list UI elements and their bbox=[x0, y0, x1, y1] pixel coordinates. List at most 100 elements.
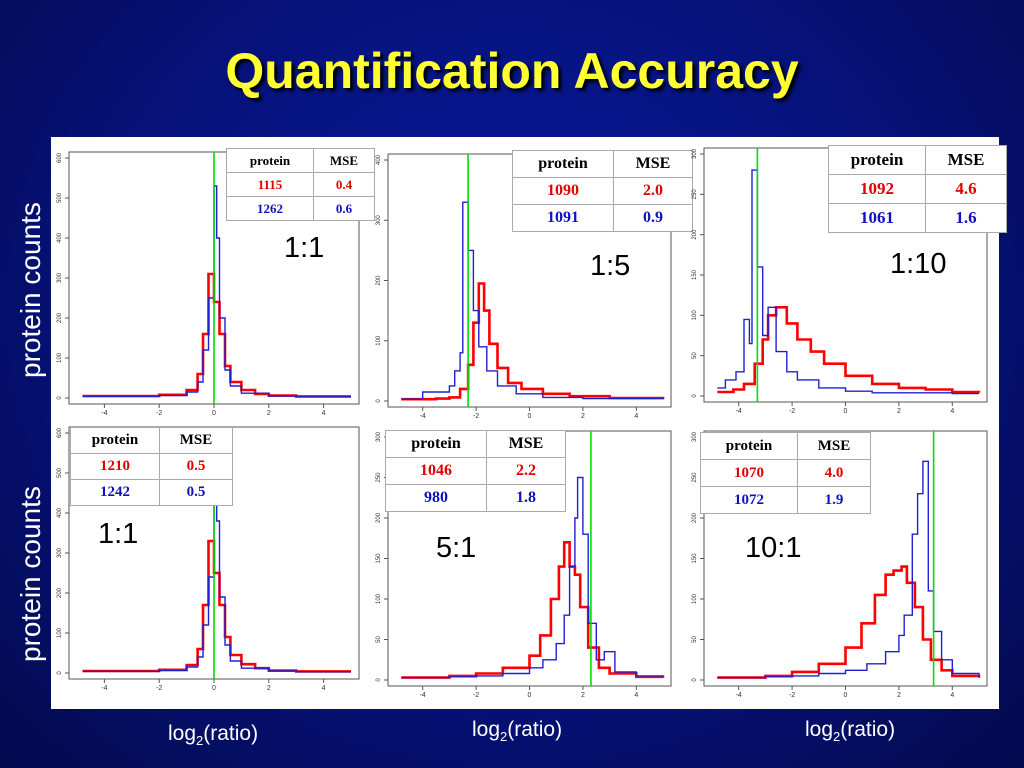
mse-value-cell: 1.8 bbox=[486, 484, 566, 512]
protein-count-cell: 1091 bbox=[512, 204, 614, 232]
histogram-panel-3: 0 50 100 150 200 250 300 -4 -2 0 2 4 bbox=[686, 140, 989, 418]
mse-header: MSE bbox=[925, 145, 1007, 175]
x-tick-label: -2 bbox=[473, 692, 479, 699]
x-tick-label: 2 bbox=[581, 692, 585, 699]
y-tick-label: 600 bbox=[57, 427, 63, 438]
y-tick-label: 400 bbox=[376, 154, 382, 165]
y-tick-label: 250 bbox=[376, 472, 382, 483]
x-tick-label: 0 bbox=[212, 685, 216, 692]
x-axis-label-left: log2(ratio) bbox=[168, 722, 259, 749]
mse-header: MSE bbox=[486, 430, 566, 458]
y-tick-label: 300 bbox=[376, 431, 382, 442]
mse-value-cell: 0.6 bbox=[313, 196, 375, 221]
y-tick-label: 200 bbox=[692, 229, 698, 240]
y-tick-label: 500 bbox=[57, 192, 63, 203]
x-tick-label: 2 bbox=[897, 408, 901, 415]
mse-table: protein MSE 1046 2.2 980 1.8 bbox=[385, 430, 566, 512]
histogram-panel-6: 0 50 100 150 200 250 300 -4 -2 0 2 4 bbox=[686, 425, 989, 700]
mse-value-cell: 0.5 bbox=[159, 479, 233, 506]
ratio-label: 5:1 bbox=[436, 532, 477, 564]
y-tick-label: 100 bbox=[57, 352, 63, 363]
mse-table: protein MSE 1092 4.6 1061 1.6 bbox=[828, 145, 1007, 233]
histogram-svg: 0 100 200 300 400 500 600 -4 -2 0 2 4 bbox=[57, 151, 360, 417]
x-tick-label: 2 bbox=[267, 685, 271, 692]
x-tick-label: 4 bbox=[322, 685, 326, 692]
protein-count-cell: 1262 bbox=[226, 196, 314, 221]
protein-count-cell: 1115 bbox=[226, 172, 314, 197]
y-tick-label: 50 bbox=[692, 636, 698, 643]
protein-count-cell: 1070 bbox=[700, 459, 798, 487]
protein-header: protein bbox=[226, 148, 314, 173]
protein-count-cell: 1092 bbox=[828, 174, 926, 204]
table-row: 1090 2.0 bbox=[512, 177, 693, 205]
y-tick-label: 600 bbox=[57, 152, 63, 163]
y-tick-label: 300 bbox=[376, 215, 382, 226]
histogram-panel-1: 0 100 200 300 400 500 600 -4 -2 0 2 4 bbox=[55, 140, 367, 417]
y-tick-label: 100 bbox=[376, 593, 382, 604]
y-tick-label: 100 bbox=[57, 627, 63, 638]
protein-count-cell: 1242 bbox=[70, 479, 160, 506]
x-tick-label: -2 bbox=[156, 410, 162, 417]
histogram-panel-5: 0 50 100 150 200 250 300 -4 -2 0 2 4 bbox=[368, 425, 683, 700]
y-tick-label: 100 bbox=[376, 335, 382, 346]
protein-header: protein bbox=[700, 432, 798, 460]
y-tick-label: 0 bbox=[57, 671, 63, 675]
table-row: 1091 0.9 bbox=[512, 204, 693, 232]
red-series-line bbox=[82, 272, 351, 398]
mse-value-cell: 4.6 bbox=[925, 174, 1007, 204]
y-tick-label: 0 bbox=[692, 678, 698, 682]
y-tick-label: 0 bbox=[376, 678, 382, 682]
y-tick-label: 100 bbox=[692, 593, 698, 604]
blue-series-line bbox=[82, 185, 351, 398]
y-tick-label: 150 bbox=[692, 553, 698, 564]
mse-table: protein MSE 1210 0.5 1242 0.5 bbox=[70, 427, 233, 506]
x-tick-label: 4 bbox=[950, 692, 954, 699]
x-tick-label: 2 bbox=[267, 410, 271, 417]
mse-header: MSE bbox=[613, 150, 693, 178]
x-tick-label: 2 bbox=[897, 692, 901, 699]
y-tick-label: 50 bbox=[692, 352, 698, 359]
slide-title: Quantification Accuracy bbox=[225, 43, 799, 99]
y-tick-label: 250 bbox=[692, 472, 698, 483]
red-series-line bbox=[717, 565, 981, 679]
y-tick-label: 250 bbox=[692, 189, 698, 200]
table-row: 1072 1.9 bbox=[700, 486, 871, 514]
y-tick-label: 200 bbox=[376, 512, 382, 523]
table-row: 1242 0.5 bbox=[70, 479, 233, 506]
y-tick-label: 200 bbox=[376, 275, 382, 286]
y-tick-label: 300 bbox=[57, 547, 63, 558]
mse-header: MSE bbox=[159, 427, 233, 454]
mse-value-cell: 4.0 bbox=[797, 459, 871, 487]
protein-header: protein bbox=[828, 145, 926, 175]
mse-table: protein MSE 1090 2.0 1091 0.9 bbox=[512, 150, 693, 232]
protein-count-cell: 1046 bbox=[385, 457, 487, 485]
histogram-svg: 0 50 100 150 200 250 300 -4 -2 0 2 4 bbox=[692, 430, 988, 699]
x-axis-label-right: log2(ratio) bbox=[805, 718, 896, 745]
table-row: 1262 0.6 bbox=[226, 196, 375, 221]
y-tick-label: 400 bbox=[57, 507, 63, 518]
y-tick-label: 0 bbox=[57, 396, 63, 400]
mse-value-cell: 0.9 bbox=[613, 204, 693, 232]
y-tick-label: 50 bbox=[376, 636, 382, 643]
mse-table: protein MSE 1115 0.4 1262 0.6 bbox=[226, 148, 375, 221]
ratio-label: 1:1 bbox=[284, 232, 325, 264]
y-tick-label: 200 bbox=[57, 312, 63, 323]
blue-series-line bbox=[401, 201, 664, 400]
table-row: 1061 1.6 bbox=[828, 203, 1007, 233]
histogram-svg: 0 50 100 150 200 250 300 -4 -2 0 2 4 bbox=[692, 147, 988, 415]
y-tick-label: 150 bbox=[692, 269, 698, 280]
ratio-label: 1:10 bbox=[890, 248, 947, 280]
histogram-svg: 0 50 100 150 200 250 300 -4 -2 0 2 4 bbox=[376, 430, 672, 699]
y-tick-label: 400 bbox=[57, 232, 63, 243]
table-row: 1115 0.4 bbox=[226, 172, 375, 197]
x-tick-label: -2 bbox=[789, 408, 795, 415]
protein-header: protein bbox=[512, 150, 614, 178]
x-tick-label: 0 bbox=[844, 408, 848, 415]
blue-series-line bbox=[717, 460, 980, 679]
ratio-label: 1:1 bbox=[98, 518, 139, 550]
x-tick-label: 4 bbox=[634, 413, 638, 420]
x-tick-label: -4 bbox=[101, 410, 107, 417]
protein-count-cell: 1210 bbox=[70, 453, 160, 480]
y-tick-label: 150 bbox=[376, 553, 382, 564]
x-tick-label: 4 bbox=[950, 408, 954, 415]
